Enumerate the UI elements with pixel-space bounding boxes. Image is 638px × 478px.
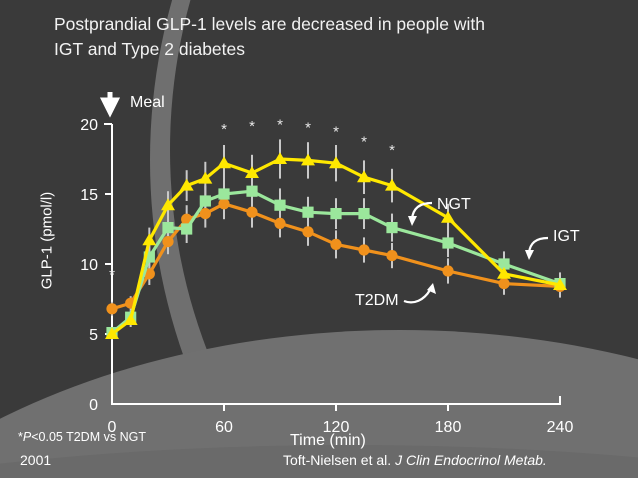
data-point-t2dm [199,208,211,220]
ngt-callout-arrowhead [408,216,417,226]
significance-asterisk: * [249,118,255,135]
data-point-igt [274,199,286,211]
meal-event-label: Meal [130,94,165,111]
data-point-ngt [198,171,213,184]
data-point-ngt [179,178,194,191]
data-point-ngt [441,211,455,223]
data-point-igt [358,208,370,220]
data-point-t2dm [106,303,118,315]
data-point-ngt [123,313,138,325]
page-title: Postprandial GLP-1 levels are decreased … [54,14,485,59]
data-point-igt [143,251,155,263]
data-point-ngt [385,178,399,191]
data-point-igt [442,237,454,249]
data-point-t2dm [442,265,454,277]
citation-source: Toft-Nielsen et al. J Clin Endocrinol Me… [283,452,547,468]
series-label-igt: IGT [553,228,580,245]
data-point-ngt [357,170,371,183]
data-point-t2dm [218,198,230,210]
igt-callout-arrowhead [525,250,534,260]
t2dm-callout-arrowhead [427,283,436,294]
data-point-t2dm [498,278,510,290]
y-axis-tick-label: 20 [80,117,98,134]
data-point-t2dm [386,250,398,262]
data-point-igt [199,195,211,207]
x-axis-tick-label: 0 [108,419,117,436]
series-label-t2dm: T2DM [355,292,399,309]
series-line-igt [110,189,561,334]
data-point-ngt [301,153,315,166]
significance-asterisk: * [277,117,283,134]
data-point-igt [246,185,258,197]
x-axis-tick-label: 180 [435,419,462,436]
data-point-igt [498,258,510,270]
y-axis-tick-label: 10 [80,257,98,274]
significance-asterisk: * [109,266,115,283]
data-point-t2dm [358,244,370,256]
significance-asterisk: * [361,133,367,150]
citation-journal: J Clin Endocrinol Metab. [395,452,547,468]
meal-arrow-icon [99,92,121,118]
y-axis-tick-label: 0 [89,397,98,414]
data-point-ngt [161,198,175,211]
y-axis-tick-label: 5 [89,327,98,344]
data-point-ngt [273,152,287,164]
series-label-ngt: NGT [437,196,471,213]
significance-asterisk: * [389,142,395,159]
x-axis-label: Time (min) [290,432,366,449]
data-point-ngt [245,166,259,178]
data-point-igt [386,222,398,234]
series-line-t2dm [111,202,561,311]
t2dm-callout-arrow [403,289,431,304]
significance-asterisk: * [221,121,227,138]
data-point-t2dm [274,217,286,229]
data-point-igt [181,223,193,235]
data-point-ngt [217,156,231,169]
data-point-igt [162,222,174,234]
y-axis-tick-label: 15 [80,187,98,204]
series-line-ngt [111,157,561,336]
data-point-ngt [105,327,119,339]
data-point-t2dm [302,226,314,238]
data-point-igt [218,188,230,200]
significance-footnote: *P<0.05 T2DM vs NGT [18,430,146,444]
x-axis-tick-label: 120 [323,419,350,436]
data-point-ngt [553,278,567,290]
data-point-ngt [142,233,157,246]
data-point-igt [330,208,342,220]
x-axis-tick-label: 240 [547,419,574,436]
data-point-t2dm [162,236,174,248]
footnote-star: * [18,430,23,444]
footnote-rest: <0.05 T2DM vs NGT [31,430,146,444]
significance-asterisk: * [305,119,311,136]
footnote-p-italic: P [22,430,32,444]
data-point-t2dm [330,238,342,250]
data-point-igt [302,206,314,218]
data-point-ngt [329,156,343,169]
data-point-ngt [497,267,511,279]
citation-authors: Toft-Nielsen et al. [283,452,396,468]
data-point-t2dm [246,206,258,218]
citation-year: 2001 [20,452,52,468]
x-axis-tick-label: 60 [215,419,233,436]
significance-asterisk: * [333,124,339,141]
y-axis-label: GLP-1 (pmol/l) [38,191,56,290]
